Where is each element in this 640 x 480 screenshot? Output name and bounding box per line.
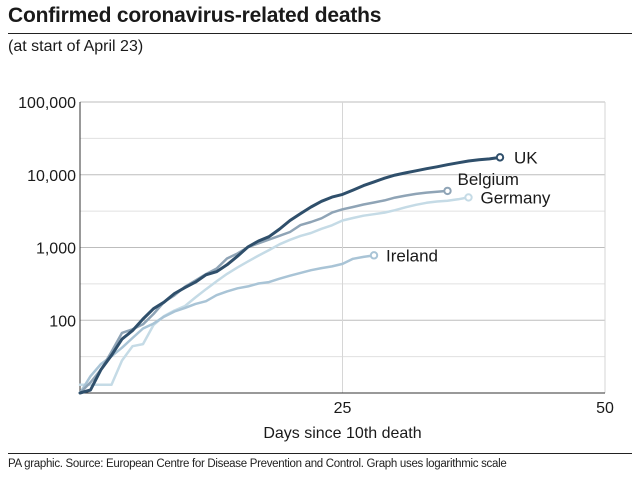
footer-rule [8,453,632,454]
series-end-marker-belgium [443,186,452,196]
chart-subtitle: (at start of April 23) [8,38,144,55]
x-axis-label: Days since 10th death [263,425,421,442]
series-line-belgium [78,189,449,395]
series-line-germany [78,196,470,386]
axes: 100 1,000 10,000 100,000 25 50 Days since 10th… [18,95,614,442]
source-note: PA graphic. Source: European Centre for … [8,458,507,470]
series-label-uk: UK [514,148,538,167]
series-line-ireland [78,254,376,395]
series-end-marker-ireland [369,251,379,260]
series-end-marker-uk [495,153,505,162]
x-tick-label: 50 [596,400,614,417]
title-rule [8,33,632,34]
y-tick-label: 10,000 [27,168,76,185]
series-end-marker-germany [464,193,473,202]
series-label-ireland: Ireland [386,246,438,265]
y-tick-label: 100 [49,313,76,330]
series-lines [78,153,505,395]
series-line-uk [78,155,502,395]
series-label-belgium: Belgium [458,170,519,189]
y-tick-label: 100,000 [18,95,76,112]
grid [80,101,606,394]
y-tick-label: 1,000 [36,241,76,258]
chart-title: Confirmed coronavirus-related deaths [8,4,382,27]
x-tick-label: 25 [334,400,352,417]
series-labels: Germany Ireland Belgium UK [386,148,551,265]
series-label-germany: Germany [481,188,551,207]
